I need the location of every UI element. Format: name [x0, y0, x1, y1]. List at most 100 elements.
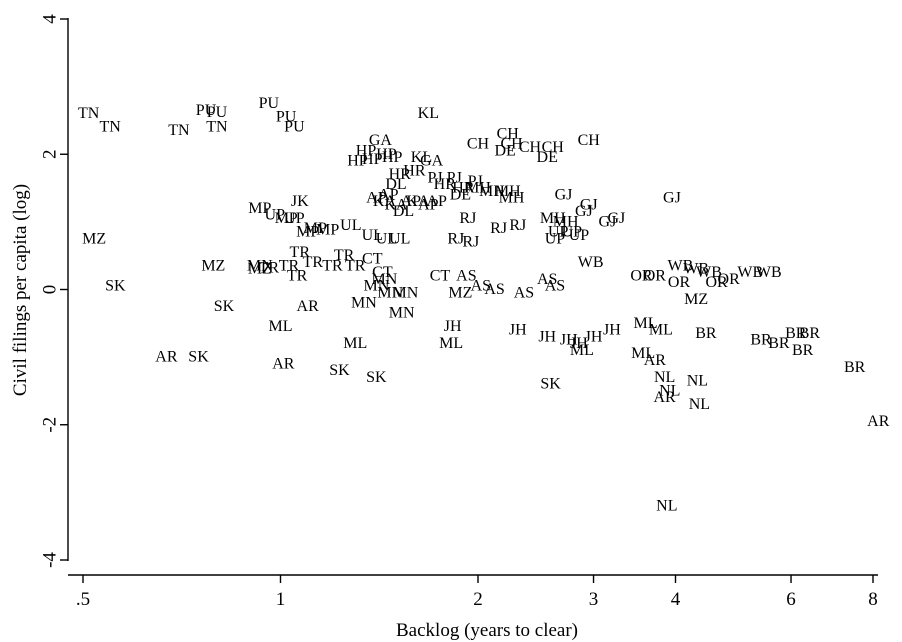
data-point-label: BR: [792, 342, 814, 359]
data-point-label: ML: [633, 315, 657, 332]
data-point-label: AR: [653, 389, 676, 406]
data-point-label: MH: [499, 190, 525, 207]
data-point-label: HP: [347, 153, 368, 170]
data-point-label: TN: [168, 122, 190, 139]
data-point-label: RJ: [447, 230, 464, 247]
data-point-label: ML: [343, 335, 367, 352]
data-point-label: JH: [444, 318, 462, 335]
y-tick-label: 4: [40, 14, 61, 24]
axes: [67, 18, 878, 576]
data-point-label: GJ: [575, 203, 593, 220]
data-point-label: CT: [372, 264, 393, 281]
data-point-label: MP: [316, 221, 339, 238]
data-point-label: PJ: [447, 169, 462, 186]
data-point-label: CT: [362, 251, 383, 268]
data-point-label: AS: [545, 278, 565, 295]
data-point-label: UL: [376, 230, 397, 247]
data-point-label: MN: [377, 284, 403, 301]
data-point-label: ML: [649, 322, 673, 339]
data-point-label: AP: [401, 193, 422, 210]
data-point-label: GJ: [580, 196, 598, 213]
data-point-label: AP: [418, 196, 439, 213]
data-point-label: UP: [562, 224, 583, 241]
data-point-label: UP: [284, 210, 305, 227]
data-point-label: MZ: [82, 230, 106, 247]
data-point-label: PU: [284, 119, 305, 136]
data-point-label: MP: [304, 220, 327, 237]
data-point-label: UP: [545, 230, 566, 247]
data-point-label: HR: [389, 166, 412, 183]
y-tick-label: -4: [40, 552, 61, 568]
data-point-label: HP: [376, 146, 397, 163]
data-point-label: NL: [689, 396, 710, 413]
data-point-label: TR: [322, 257, 343, 274]
data-point-label: MN: [389, 305, 415, 322]
data-point-label: SK: [540, 376, 561, 393]
y-tick-label: 0: [40, 285, 61, 295]
data-point-label: PJ: [468, 173, 483, 190]
data-point-label: CH: [467, 136, 490, 153]
data-point-label: DL: [393, 203, 414, 220]
x-tick-label: 1: [276, 589, 286, 610]
data-point-label: MH: [495, 183, 521, 200]
data-point-label: CH: [542, 139, 565, 156]
data-point-label: KA: [406, 193, 430, 210]
x-tick-label: 2: [473, 589, 483, 610]
data-point-label: OR: [630, 267, 653, 284]
data-point-label: TN: [99, 119, 121, 136]
data-point-label: ML: [570, 342, 594, 359]
data-point-label: ML: [269, 318, 293, 335]
data-point-label: TR: [279, 257, 300, 274]
data-point-label: AR: [867, 413, 890, 430]
y-tick-label: 2: [40, 150, 61, 160]
data-point-label: TR: [345, 257, 366, 274]
y-tick-label: -2: [40, 417, 61, 433]
data-point-label: JH: [560, 332, 578, 349]
data-point-label: TR: [303, 254, 324, 271]
data-point-label: MN: [363, 278, 389, 295]
data-point-label: MN: [392, 284, 418, 301]
data-point-label: NL: [656, 497, 677, 514]
data-point-label: MN: [372, 271, 398, 288]
data-point-label: HP: [362, 151, 383, 168]
data-point-label: SK: [105, 278, 126, 295]
data-point-label: TR: [290, 244, 311, 261]
data-point-label: OR: [718, 271, 741, 288]
data-point-label: BR: [768, 335, 790, 352]
data-point-label: AS: [456, 267, 476, 284]
data-point-label: JH: [538, 328, 556, 345]
data-point-label: SK: [214, 298, 235, 315]
data-point-label: TN: [206, 119, 228, 136]
data-point-label: AR: [297, 298, 320, 315]
data-point-label: MZ: [448, 284, 472, 301]
data-point-label: UP: [569, 227, 590, 244]
data-point-label: AP: [366, 190, 387, 207]
data-point-label: JH: [570, 335, 588, 352]
data-point-label: MH: [465, 180, 491, 197]
data-point-label: OR: [644, 267, 667, 284]
data-point-label: DE: [450, 186, 471, 203]
data-point-label: WB: [668, 257, 694, 274]
data-point-label: MZ: [248, 261, 272, 278]
data-point-label: AP: [378, 186, 399, 203]
data-point-label: CH: [519, 139, 542, 156]
data-point-label: BR: [785, 325, 807, 342]
x-tick-label: 6: [786, 589, 796, 610]
data-point-label: HP: [382, 149, 403, 166]
data-point-label: HR: [434, 176, 457, 193]
data-point-label: GJ: [663, 190, 681, 207]
data-point-label: WB: [696, 264, 722, 281]
data-point-label: AR: [644, 352, 667, 369]
data-point-label: RJ: [509, 217, 526, 234]
data-point-label: ML: [631, 345, 655, 362]
x-ticks: .5 1 2 3 4 6 8: [76, 575, 878, 610]
data-point-label: PU: [276, 109, 297, 126]
data-point-label: MP: [296, 224, 319, 241]
data-point-label: RJ: [459, 210, 476, 227]
data-point-label: PJ: [427, 169, 442, 186]
data-point-label: AS: [484, 281, 504, 298]
data-point-label: DE: [537, 149, 558, 166]
data-point-label: GJ: [607, 210, 625, 227]
data-point-label: MH: [540, 210, 566, 227]
data-point-label: GJ: [555, 186, 573, 203]
